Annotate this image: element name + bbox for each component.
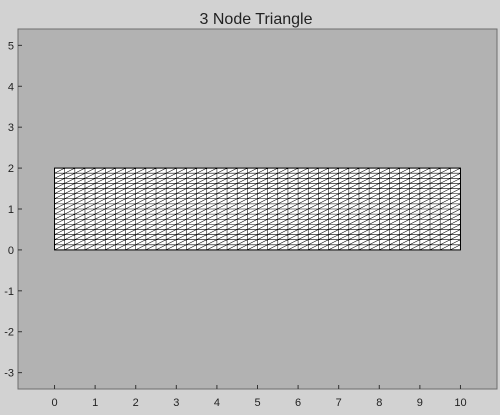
x-tick-label: 1 [92, 397, 98, 409]
mesh-boundary [54, 167, 461, 251]
mesh-edges [54, 167, 461, 251]
y-tick-label: -2 [4, 327, 14, 339]
x-tick-label: 4 [214, 397, 220, 409]
y-tick-label: 4 [8, 81, 14, 93]
x-tick-label: 3 [173, 397, 179, 409]
x-tick-label: 8 [376, 397, 382, 409]
y-axis: -3 -2 -1 0 1 2 3 4 5 [4, 40, 22, 380]
x-tick-label: 5 [254, 397, 260, 409]
x-tick-label: 0 [51, 397, 57, 409]
y-tick-label: 1 [8, 204, 14, 216]
y-tick-label: 2 [8, 163, 14, 175]
x-tick-label: 2 [133, 397, 139, 409]
y-tick-label: 3 [8, 122, 14, 134]
x-tick-label: 6 [295, 397, 301, 409]
x-tick-label: 7 [336, 397, 342, 409]
triangle-mesh [54, 167, 461, 251]
chart-title: 3 Node Triangle [200, 11, 313, 28]
y-tick-label: -3 [4, 368, 14, 380]
x-tick-label: 10 [454, 397, 466, 409]
y-tick-label: 0 [8, 245, 14, 257]
x-axis: 0 1 2 3 4 5 6 7 8 9 10 [51, 385, 467, 409]
y-tick-label: 5 [8, 40, 14, 52]
x-tick-label: 9 [417, 397, 423, 409]
y-tick-label: -1 [4, 286, 14, 298]
